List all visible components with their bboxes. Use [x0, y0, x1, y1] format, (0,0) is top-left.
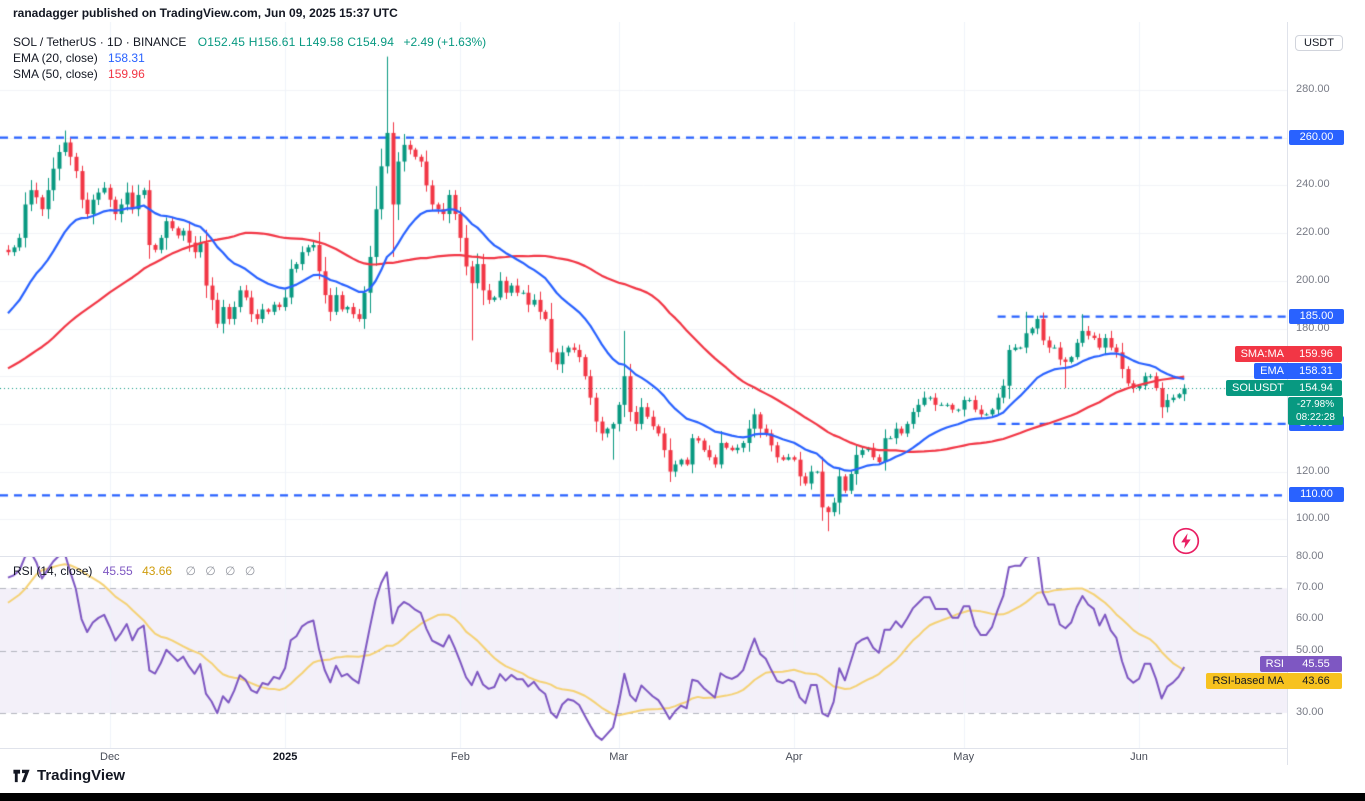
last-price-badge-value: 154.94 [1299, 382, 1333, 395]
ema-badge-value: 158.31 [1299, 365, 1333, 378]
boost-icon[interactable] [1172, 527, 1200, 555]
sma-value: 159.96 [108, 67, 145, 81]
price-chart-canvas[interactable] [0, 22, 1287, 556]
price-tick: 100.00 [1296, 512, 1330, 525]
ema-badge: EMA 158.31 [1254, 363, 1342, 380]
time-axis-label: Dec [100, 751, 120, 763]
sma-indicator-row[interactable]: SMA (50, close) 159.96 [13, 66, 486, 82]
ema-indicator-row[interactable]: EMA (20, close) 158.31 [13, 50, 486, 66]
countdown-line: -27.98% [1296, 399, 1335, 411]
sma-badge-value: 159.96 [1299, 348, 1333, 361]
price-pane[interactable] [0, 22, 1287, 556]
time-axis-label: Jun [1130, 751, 1148, 763]
rsi-ma-badge-label: RSI-based MA [1212, 675, 1284, 688]
time-axis-label: Apr [785, 751, 803, 763]
symbol-title[interactable]: SOL / TetherUS · 1D · BINANCE [13, 35, 187, 49]
rsi-tick: 80.00 [1296, 550, 1324, 562]
currency-button[interactable]: USDT [1295, 35, 1343, 51]
rsi-ma-value: 43.66 [142, 564, 173, 578]
level-badge: 260.00 [1289, 129, 1344, 145]
bar-countdown: -27.98% 08:22:28 [1288, 397, 1343, 426]
rsi-badge-label: RSI [1265, 658, 1284, 671]
axis-separator [0, 748, 1365, 749]
tradingview-wordmark[interactable]: TradingView [37, 767, 126, 784]
time-axis[interactable]: Dec 2025 Feb Mar Apr May Jun [0, 748, 1287, 766]
footer: TradingView [12, 766, 125, 785]
rsi-hidden-plots: ∅ ∅ ∅ ∅ [185, 564, 259, 578]
rsi-label[interactable]: RSI (14, close) [13, 564, 93, 578]
rsi-tick: 50.00 [1296, 643, 1324, 656]
countdown-line: 08:22:28 [1296, 412, 1335, 424]
rsi-value: 45.55 [102, 564, 133, 578]
time-axis-label: Feb [450, 751, 470, 763]
time-axis-label: May [953, 751, 975, 763]
rsi-badge-value: 45.55 [1302, 658, 1330, 671]
time-axis-label: Mar [609, 751, 629, 763]
rsi-tick: 30.00 [1296, 706, 1324, 718]
level-badge: 185.00 [1289, 308, 1344, 324]
price-tick: 180.00 [1296, 321, 1330, 334]
sma-badge-label: SMA:MA [1240, 348, 1284, 361]
publish-byline: ranadagger published on TradingView.com,… [13, 6, 398, 20]
rsi-ma-badge-value: 43.66 [1302, 675, 1330, 688]
rsi-pane[interactable] [0, 556, 1287, 748]
chart-legend: SOL / TetherUS · 1D · BINANCE O152.45 H1… [13, 34, 486, 82]
sma-badge: SMA:MA 159.96 [1234, 346, 1342, 363]
price-tick: 120.00 [1296, 464, 1330, 477]
pane-separator[interactable] [0, 556, 1365, 557]
rsi-legend-row[interactable]: RSI (14, close) 45.55 43.66 ∅ ∅ ∅ ∅ [13, 564, 258, 578]
ema-badge-label: EMA [1260, 365, 1284, 378]
ema-label[interactable]: EMA (20, close) [13, 51, 98, 65]
symbol-row[interactable]: SOL / TetherUS · 1D · BINANCE O152.45 H1… [13, 34, 486, 50]
ema-value: 158.31 [108, 51, 145, 65]
rsi-tick: 60.00 [1296, 612, 1324, 625]
price-tick: 200.00 [1296, 273, 1330, 286]
level-badge: 110.00 [1289, 487, 1344, 503]
sma-label[interactable]: SMA (50, close) [13, 67, 98, 81]
last-price-badge: SOLUSDT 154.94 [1226, 380, 1342, 397]
rsi-badge: RSI 45.55 [1259, 656, 1342, 673]
ohlc-values: O152.45 H156.61 L149.58 C154.94 [197, 35, 395, 49]
price-tick: 220.00 [1296, 226, 1330, 239]
tradingview-logo[interactable] [12, 766, 31, 785]
rsi-tick: 70.00 [1296, 581, 1324, 594]
time-axis-label: 2025 [272, 751, 298, 763]
last-price-badge-label: SOLUSDT [1232, 382, 1284, 395]
change-value: +2.49 (+1.63%) [403, 35, 487, 49]
price-tick: 240.00 [1296, 178, 1330, 191]
bottom-strip [0, 793, 1365, 801]
rsi-ma-badge: RSI-based MA 43.66 [1206, 673, 1342, 690]
price-tick: 280.00 [1296, 83, 1330, 95]
rsi-chart-canvas[interactable] [0, 556, 1287, 748]
